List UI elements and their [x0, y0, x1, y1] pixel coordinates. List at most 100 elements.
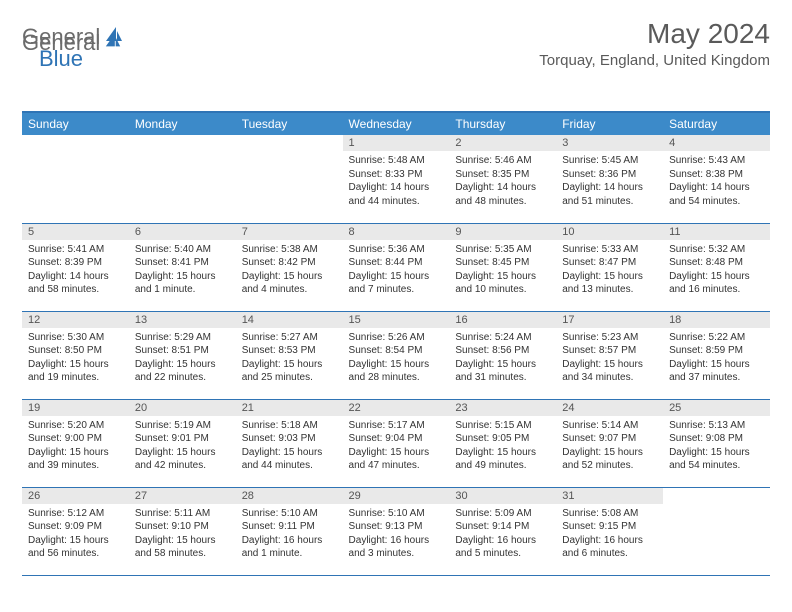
calendar-day-cell: 17Sunrise: 5:23 AMSunset: 8:57 PMDayligh… [556, 311, 663, 399]
daylight-text-1: Daylight: 14 hours [349, 181, 444, 195]
sunrise-text: Sunrise: 5:38 AM [242, 243, 337, 257]
daylight-text-1: Daylight: 15 hours [242, 358, 337, 372]
sunrise-text: Sunrise: 5:15 AM [455, 419, 550, 433]
day-number: 28 [236, 488, 343, 504]
logo-blue-text-wrap: Blue [38, 46, 83, 72]
calendar-day-cell: 21Sunrise: 5:18 AMSunset: 9:03 PMDayligh… [236, 399, 343, 487]
calendar-day-cell: 30 Sunrise: 5:09 AMSunset: 9:14 PMDayligh… [449, 487, 556, 575]
daylight-text-1: Daylight: 15 hours [28, 446, 123, 460]
day-header: Tuesday [236, 112, 343, 135]
daylight-text-2: and 34 minutes. [562, 371, 657, 385]
calendar-day-cell: 23Sunrise: 5:15 AMSunset: 9:05 PMDayligh… [449, 399, 556, 487]
sunset-text: Sunset: 9:11 PM [242, 520, 337, 534]
daylight-text-1: Daylight: 15 hours [135, 358, 230, 372]
calendar-day-cell [129, 135, 236, 223]
day-number: 7 [236, 224, 343, 240]
calendar-day-cell [236, 135, 343, 223]
daylight-text-1: Daylight: 15 hours [455, 446, 550, 460]
day-info: Sunrise: 5:23 AMSunset: 8:57 PMDaylight:… [556, 328, 663, 389]
title-block: May 2024 Torquay, England, United Kingdo… [539, 18, 770, 69]
sunset-text: Sunset: 8:54 PM [349, 344, 444, 358]
calendar-day-cell: 2Sunrise: 5:46 AMSunset: 8:35 PMDaylight… [449, 135, 556, 223]
day-info: Sunrise: 5:19 AMSunset: 9:01 PMDaylight:… [129, 416, 236, 477]
day-number: 31 [556, 488, 663, 504]
day-info: Sunrise: 5:27 AMSunset: 8:53 PMDaylight:… [236, 328, 343, 389]
day-info: Sunrise: 5:36 AMSunset: 8:44 PMDaylight:… [343, 240, 450, 301]
day-info: Sunrise: 5:43 AMSunset: 8:38 PMDaylight:… [663, 151, 770, 212]
daylight-text-1: Daylight: 15 hours [242, 270, 337, 284]
daylight-text-2: and 54 minutes. [669, 459, 764, 473]
day-info: Sunrise: 5:13 AMSunset: 9:08 PMDaylight:… [663, 416, 770, 477]
calendar-day-cell: 10Sunrise: 5:33 AMSunset: 8:47 PMDayligh… [556, 223, 663, 311]
day-number: 14 [236, 312, 343, 328]
day-number: 9 [449, 224, 556, 240]
day-number: 25 [663, 400, 770, 416]
day-number: 16 [449, 312, 556, 328]
day-info: Sunrise: 5:45 AMSunset: 8:36 PMDaylight:… [556, 151, 663, 212]
sunrise-text: Sunrise: 5:27 AM [242, 331, 337, 345]
calendar-day-cell: 13Sunrise: 5:29 AMSunset: 8:51 PMDayligh… [129, 311, 236, 399]
daylight-text-2: and 25 minutes. [242, 371, 337, 385]
sunrise-text: Sunrise: 5:10 AM [242, 507, 337, 521]
sunrise-text: Sunrise: 5:36 AM [349, 243, 444, 257]
daylight-text-1: Daylight: 16 hours [455, 534, 550, 548]
day-number: 1 [343, 135, 450, 151]
daylight-text-2: and 16 minutes. [669, 283, 764, 297]
sunrise-text: Sunrise: 5:10 AM [349, 507, 444, 521]
day-number: 13 [129, 312, 236, 328]
calendar-day-cell: 1Sunrise: 5:48 AMSunset: 8:33 PMDaylight… [343, 135, 450, 223]
logo-text-blue: Blue [39, 46, 83, 71]
sunrise-text: Sunrise: 5:43 AM [669, 154, 764, 168]
calendar-week: 12Sunrise: 5:30 AMSunset: 8:50 PMDayligh… [22, 311, 770, 399]
daylight-text-1: Daylight: 15 hours [349, 446, 444, 460]
sunset-text: Sunset: 8:45 PM [455, 256, 550, 270]
sunrise-text: Sunrise: 5:33 AM [562, 243, 657, 257]
sunset-text: Sunset: 9:10 PM [135, 520, 230, 534]
day-header: Thursday [449, 112, 556, 135]
sunrise-text: Sunrise: 5:09 AM [455, 507, 550, 521]
daylight-text-1: Daylight: 15 hours [562, 270, 657, 284]
sunset-text: Sunset: 9:00 PM [28, 432, 123, 446]
day-info: Sunrise: 5:08 AMSunset: 9:15 PMDaylight:… [556, 504, 663, 565]
day-number: 29 [343, 488, 450, 504]
sunset-text: Sunset: 9:13 PM [349, 520, 444, 534]
daylight-text-1: Daylight: 15 hours [669, 446, 764, 460]
day-info: Sunrise: 5:48 AMSunset: 8:33 PMDaylight:… [343, 151, 450, 212]
sunrise-text: Sunrise: 5:22 AM [669, 331, 764, 345]
sunset-text: Sunset: 8:35 PM [455, 168, 550, 182]
daylight-text-2: and 37 minutes. [669, 371, 764, 385]
sunrise-text: Sunrise: 5:11 AM [135, 507, 230, 521]
calendar-week: 5Sunrise: 5:41 AMSunset: 8:39 PMDaylight… [22, 223, 770, 311]
sunrise-text: Sunrise: 5:48 AM [349, 154, 444, 168]
daylight-text-1: Daylight: 15 hours [562, 358, 657, 372]
daylight-text-1: Daylight: 14 hours [562, 181, 657, 195]
sunset-text: Sunset: 9:01 PM [135, 432, 230, 446]
daylight-text-2: and 58 minutes. [28, 283, 123, 297]
day-number: 30 [449, 488, 556, 504]
daylight-text-1: Daylight: 14 hours [28, 270, 123, 284]
sunset-text: Sunset: 9:15 PM [562, 520, 657, 534]
daylight-text-1: Daylight: 16 hours [562, 534, 657, 548]
daylight-text-1: Daylight: 16 hours [242, 534, 337, 548]
day-number: 20 [129, 400, 236, 416]
calendar-day-cell: 25Sunrise: 5:13 AMSunset: 9:08 PMDayligh… [663, 399, 770, 487]
day-number: 6 [129, 224, 236, 240]
sunset-text: Sunset: 8:36 PM [562, 168, 657, 182]
daylight-text-2: and 5 minutes. [455, 547, 550, 561]
day-number: 15 [343, 312, 450, 328]
sunset-text: Sunset: 9:14 PM [455, 520, 550, 534]
daylight-text-2: and 48 minutes. [455, 195, 550, 209]
day-number: 24 [556, 400, 663, 416]
sunset-text: Sunset: 9:04 PM [349, 432, 444, 446]
sunset-text: Sunset: 8:38 PM [669, 168, 764, 182]
calendar-day-cell: 19Sunrise: 5:20 AMSunset: 9:00 PMDayligh… [22, 399, 129, 487]
calendar-day-cell: 4Sunrise: 5:43 AMSunset: 8:38 PMDaylight… [663, 135, 770, 223]
sunrise-text: Sunrise: 5:17 AM [349, 419, 444, 433]
sunset-text: Sunset: 8:56 PM [455, 344, 550, 358]
calendar-week: 26Sunrise: 5:12 AMSunset: 9:09 PMDayligh… [22, 487, 770, 575]
day-info: Sunrise: 5:15 AMSunset: 9:05 PMDaylight:… [449, 416, 556, 477]
sunrise-text: Sunrise: 5:14 AM [562, 419, 657, 433]
daylight-text-1: Daylight: 16 hours [349, 534, 444, 548]
day-info: Sunrise: 5:41 AMSunset: 8:39 PMDaylight:… [22, 240, 129, 301]
daylight-text-2: and 1 minute. [242, 547, 337, 561]
